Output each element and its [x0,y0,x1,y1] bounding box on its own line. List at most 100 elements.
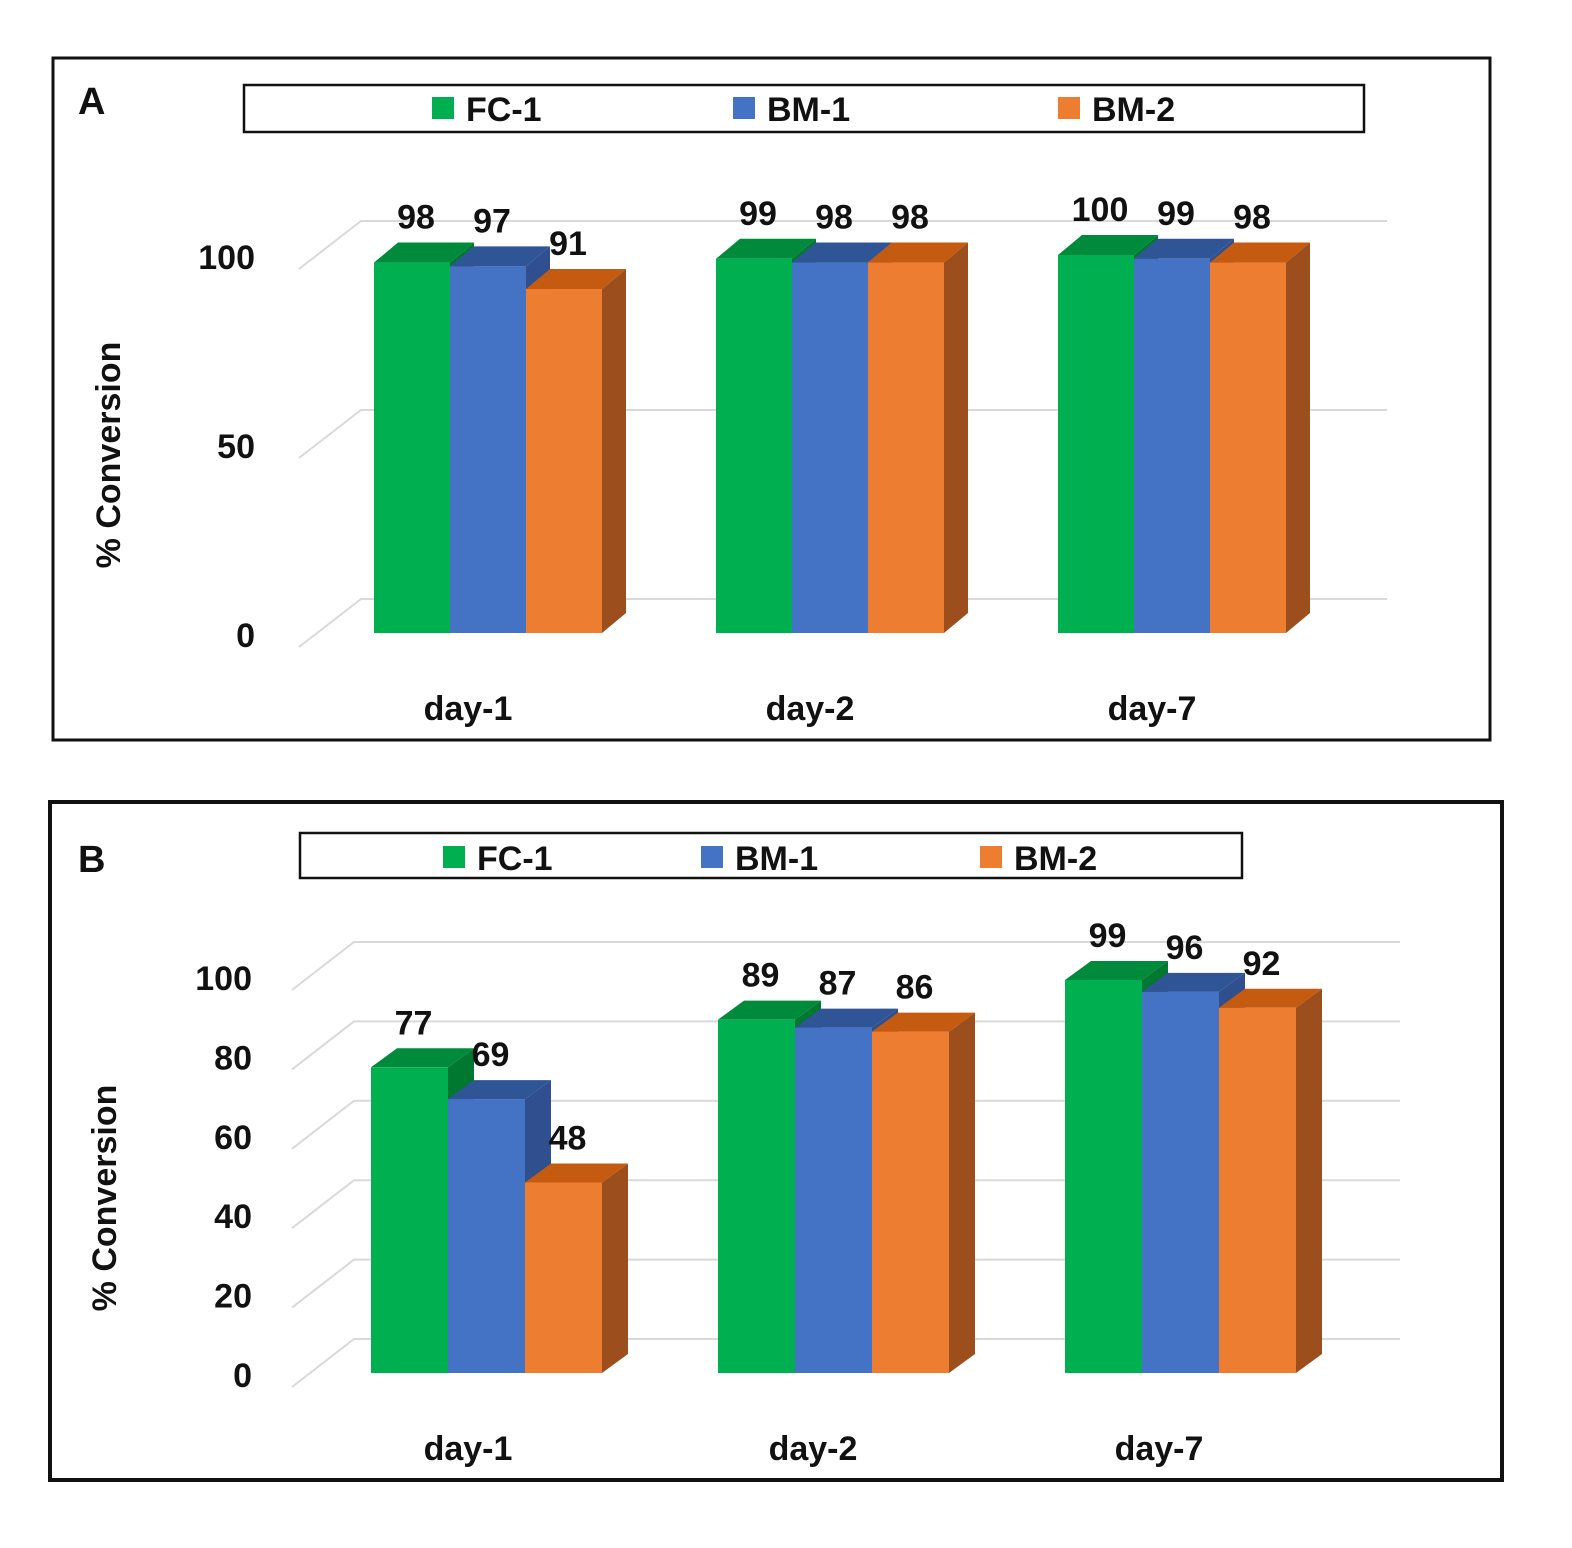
panel-a-legend-label-bm2: BM-2 [1092,91,1175,129]
bar-top-face [1142,972,1245,992]
bar-top-face [526,269,626,290]
panel-a-data-label-bm-2-day-7: 98 [1233,199,1271,237]
panel-b-data-label-fc-1-day-7: 99 [1089,917,1127,955]
panel-a-legend-label-fc1: FC-1 [466,91,542,129]
panel-a-x-tick-labels: day-1 day-2 day-7 [424,690,1197,728]
panel-a-x-label-day-1: day-1 [424,690,513,728]
panel-b-x-label-day-7: day-7 [1115,1430,1204,1468]
bar-top-face [872,1012,975,1032]
panel-b-bars [371,960,1322,1373]
bar-front-face [868,262,944,633]
bar-side-face [949,1012,975,1373]
bar-side-face [1286,242,1310,633]
bar-top-face [374,242,474,263]
bar-top-face [795,1008,898,1028]
panel-a-y-tick-label: 100 [198,239,255,277]
bar-front-face [792,262,868,633]
bar-front-face [1134,258,1210,633]
bar-top-face [792,242,892,263]
panel-b-chart: B FC-1 BM-1 BM-2 0 20 40 60 80 100 % Conversi… [48,800,1504,1482]
bar-top-face [450,246,550,267]
panel-b-x-label-day-1: day-1 [424,1430,513,1468]
panel-a-data-label-bm-2-day-1: 91 [549,225,587,263]
panel-b-label: B [78,839,105,881]
panel-a-legend-swatch-bm1 [733,97,755,119]
bar-front-face [526,289,602,633]
panel-a-x-label-day-7: day-7 [1108,690,1197,728]
bar-top-face [1134,238,1234,259]
panel-b-legend-box [298,831,1244,880]
bar-front-face [374,262,450,633]
panel-a-data-label-bm-1-day-2: 98 [815,199,853,237]
panel-a-gridlines [298,220,1387,648]
panel-b-data-label-fc-1-day-2: 89 [742,957,780,995]
panel-a-gridline [298,220,1387,270]
panel-b-x-tick-labels: day-1 day-2 day-7 [424,1430,1204,1468]
bar-top-face [1210,242,1310,263]
bar-top-face [371,1048,474,1068]
panel-b-data-label-bm-1-day-2: 87 [819,965,857,1003]
panel-b-data-labels: 77 69 48 89 87 86 99 96 92 [395,917,1281,1157]
panel-b-gridline [291,1099,1400,1150]
panel-b-y-tick-label: 60 [214,1119,252,1157]
panel-a-frame [51,56,1492,742]
panel-a-gridline [298,598,1387,648]
panel-a-bars [374,235,1310,633]
bar-front-face [1065,979,1142,1373]
panel-b-frame [48,800,1504,1482]
panel-a-data-label-fc-1-day-2: 99 [739,195,777,233]
bar-front-face [525,1182,602,1373]
panel-a-data-labels: 98 97 91 99 98 98 100 99 98 [397,191,1271,263]
bar-top-face [1065,960,1168,980]
bar-front-face [1142,991,1219,1373]
panel-b-legend-swatch-fc1 [443,846,465,868]
panel-b-legend-label-bm2: BM-2 [1014,840,1097,878]
panel-a-legend: FC-1 BM-1 BM-2 [242,83,1366,134]
bar-front-face [1219,1007,1296,1373]
panel-a-y-tick-labels: 0 50 100 [198,239,255,655]
panel-a-legend-box [242,83,1366,134]
panel-a-x-label-day-2: day-2 [766,690,855,728]
bar-front-face [371,1067,448,1373]
panel-b-data-label-bm-2-day-1: 48 [549,1119,587,1157]
panel-b-y-axis-title: % Conversion [86,1085,124,1312]
panel-b-legend-label-bm1: BM-1 [735,840,818,878]
panel-b-y-tick-label: 100 [195,960,252,998]
bar-top-face [525,1163,628,1183]
panel-a-data-label-bm-2-day-2: 98 [891,199,929,237]
panel-a-data-label-fc-1-day-7: 100 [1072,191,1129,229]
bar-top-face [448,1080,551,1100]
bar-side-face [1296,988,1322,1373]
panel-b-y-tick-labels: 0 20 40 60 80 100 [195,960,252,1395]
panel-a-legend-label-bm1: BM-1 [767,91,850,129]
bar-front-face [450,266,526,633]
panel-b-y-tick-label: 20 [214,1278,252,1316]
panel-b-y-tick-label: 40 [214,1198,252,1236]
panel-a-legend-swatch-bm2 [1058,97,1080,119]
panel-a-y-tick-label: 0 [236,617,255,655]
panel-a-legend-swatch-fc1 [432,97,454,119]
panel-b-gridline [291,1179,1400,1229]
bar-top-face [1058,235,1158,255]
panel-b-bar-bm-2-day-7 [1219,988,1322,1373]
panel-a-y-tick-label: 50 [217,428,255,466]
bar-top-face [716,238,816,259]
panel-b-bar-bm-2-day-1 [525,1163,628,1373]
bar-top-face [868,242,968,263]
panel-b-legend-swatch-bm1 [701,846,723,868]
panel-b-gridline [291,1338,1400,1388]
panel-a-y-axis-title: % Conversion [90,342,128,569]
panel-b-bar-bm-2-day-2 [872,1012,975,1373]
bar-top-face [718,1000,821,1020]
bar-front-face [448,1099,525,1373]
panel-a-bar-bm-2-day-7 [1210,242,1310,633]
bar-front-face [795,1027,872,1373]
panel-b-x-label-day-2: day-2 [769,1430,858,1468]
bar-front-face [1210,262,1286,633]
panel-b-gridlines [291,941,1400,1388]
panel-b-data-label-bm-2-day-2: 86 [896,969,934,1007]
panel-b-gridline [291,1258,1400,1309]
bar-front-face [718,1019,795,1373]
